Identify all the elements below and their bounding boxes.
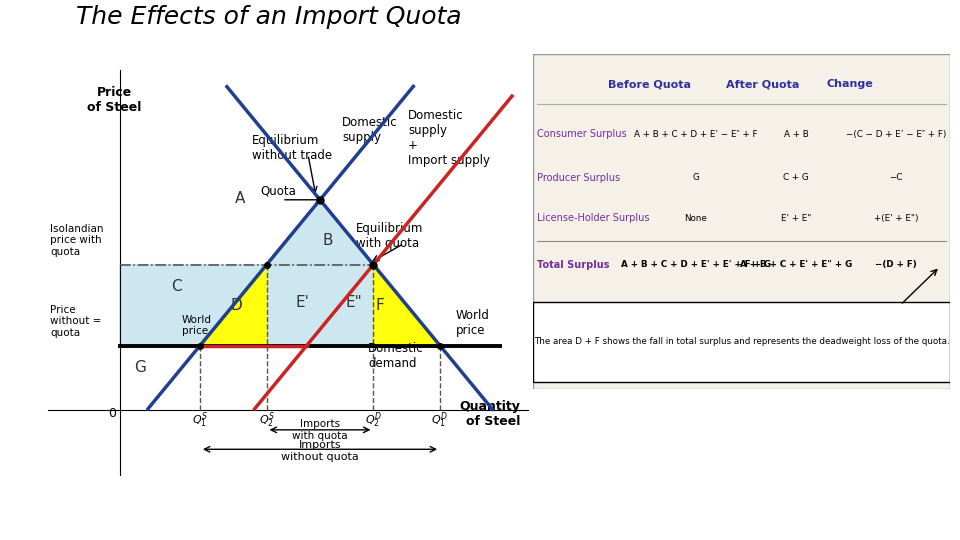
Text: Isolandian
price with
quota: Isolandian price with quota: [50, 224, 104, 257]
Text: World
price: World price: [456, 309, 490, 338]
Text: $Q_1^S$: $Q_1^S$: [192, 410, 208, 430]
Text: F: F: [375, 298, 384, 313]
Text: Domestic
supply
+
Import supply: Domestic supply + Import supply: [408, 109, 490, 167]
Text: E": E": [346, 295, 362, 310]
Text: C + G: C + G: [783, 173, 808, 183]
Text: Imports
with quota: Imports with quota: [292, 420, 348, 441]
Text: G: G: [134, 360, 146, 375]
Text: Imports
without quota: Imports without quota: [281, 440, 359, 462]
Polygon shape: [120, 265, 267, 346]
Text: A + B + C + D + E' + E' + F + G: A + B + C + D + E' + E' + F + G: [621, 260, 771, 269]
Text: World
price: World price: [182, 315, 212, 336]
Text: After Quota: After Quota: [726, 79, 799, 89]
Text: −C: −C: [889, 173, 902, 183]
Text: $Q_2^S$: $Q_2^S$: [258, 410, 275, 430]
Text: Equilibrium
with quota: Equilibrium with quota: [356, 222, 423, 250]
Polygon shape: [147, 346, 200, 410]
Text: Equilibrium
without trade: Equilibrium without trade: [252, 134, 332, 163]
Text: E': E': [295, 295, 309, 310]
Polygon shape: [267, 200, 373, 265]
Text: −(C − D + E’ − E″ + F): −(C − D + E’ − E″ + F): [846, 130, 947, 139]
Text: A + B: A + B: [783, 130, 808, 139]
Text: G: G: [692, 173, 699, 183]
Text: Producer Surplus: Producer Surplus: [537, 173, 620, 183]
Text: $Q_1^D$: $Q_1^D$: [431, 410, 448, 430]
Text: Domestic
supply: Domestic supply: [342, 117, 397, 145]
Text: Total Surplus: Total Surplus: [537, 260, 610, 270]
Text: Consumer Surplus: Consumer Surplus: [537, 130, 627, 139]
Text: 0: 0: [108, 407, 116, 420]
Text: Price
of Steel: Price of Steel: [86, 86, 141, 114]
Polygon shape: [373, 265, 440, 346]
Text: A: A: [235, 191, 245, 206]
Text: None: None: [684, 213, 707, 222]
Polygon shape: [267, 265, 373, 346]
FancyBboxPatch shape: [533, 54, 950, 389]
Text: $Q_2^D$: $Q_2^D$: [365, 410, 382, 430]
Text: Change: Change: [827, 79, 874, 89]
Text: D: D: [230, 298, 242, 313]
Text: The area D + F shows the fall in total surplus and represents the deadweight los: The area D + F shows the fall in total s…: [534, 338, 949, 347]
Text: +(E' + E"): +(E' + E"): [874, 213, 919, 222]
Text: The Effects of an Import Quota: The Effects of an Import Quota: [76, 5, 462, 29]
Text: Quota: Quota: [260, 185, 296, 198]
Text: −(D + F): −(D + F): [876, 260, 917, 269]
Text: Quantity
of Steel: Quantity of Steel: [459, 400, 520, 428]
Text: Price
without =
quota: Price without = quota: [50, 305, 102, 338]
FancyBboxPatch shape: [533, 302, 950, 382]
Text: Before Quota: Before Quota: [609, 79, 691, 89]
Text: License-Holder Surplus: License-Holder Surplus: [537, 213, 650, 223]
Text: A + B + C + D + E’ − E″ + F: A + B + C + D + E’ − E″ + F: [634, 130, 757, 139]
Text: E' + E": E' + E": [780, 213, 811, 222]
Text: Domestic
demand: Domestic demand: [368, 342, 423, 370]
Text: C: C: [171, 279, 181, 294]
Text: A + B + C + E' + E" + G: A + B + C + E' + E" + G: [740, 260, 852, 269]
Polygon shape: [200, 265, 267, 346]
Text: B: B: [323, 233, 333, 248]
